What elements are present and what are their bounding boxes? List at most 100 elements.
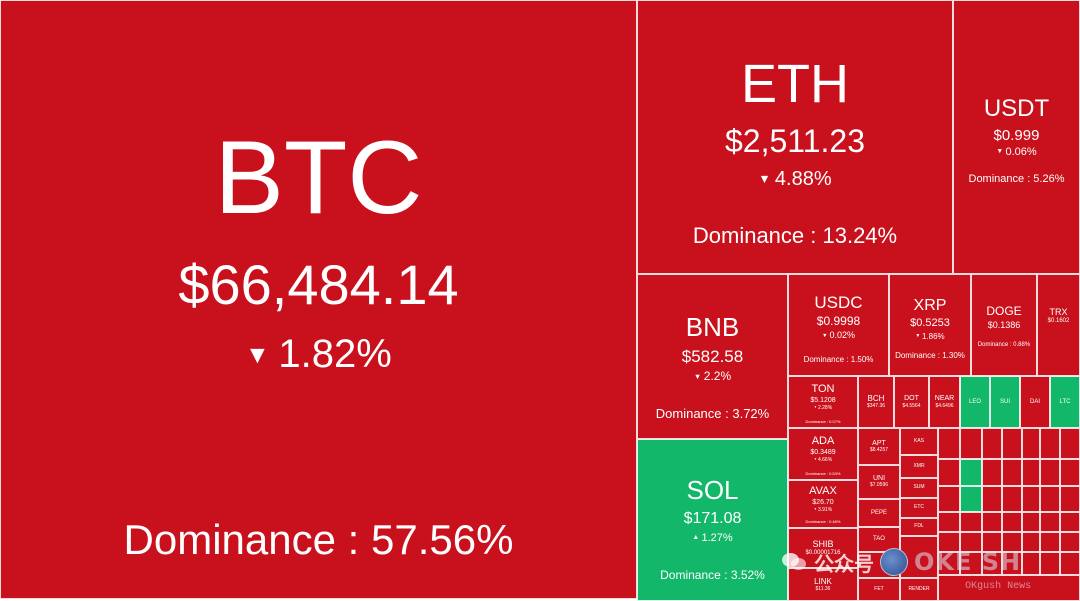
- tile-minor[interactable]: [1002, 428, 1022, 459]
- tile-bch[interactable]: BCH $347.36: [858, 376, 894, 428]
- tile-minor[interactable]: [960, 552, 982, 575]
- tile-near[interactable]: NEAR $4.6496: [929, 376, 960, 428]
- tile-minor[interactable]: [982, 512, 1002, 532]
- tile-minor[interactable]: [1040, 486, 1060, 512]
- tile-sum[interactable]: SUM: [900, 478, 938, 498]
- tile-fdl[interactable]: FDL: [900, 518, 938, 536]
- tile-minor[interactable]: [1060, 552, 1080, 575]
- tile-symbol: SUI: [999, 398, 1010, 405]
- tile-minor[interactable]: [1022, 532, 1040, 552]
- tile-ton[interactable]: TON $5.1208 ▼2.28% Dominance : 0.07%: [788, 376, 858, 428]
- tile-minor[interactable]: [1060, 532, 1080, 552]
- tile-minor[interactable]: [1002, 512, 1022, 532]
- tile-trx[interactable]: TRX $0.1602: [1037, 274, 1080, 376]
- tile-minor[interactable]: [1060, 428, 1080, 459]
- tile-minor[interactable]: [982, 532, 1002, 552]
- tile-minor[interactable]: [1022, 486, 1040, 512]
- arrow-down-icon: ▼: [813, 404, 817, 409]
- tile-minor[interactable]: [1002, 486, 1022, 512]
- tile-sol[interactable]: SOL $171.08 ▲ 1.27% Dominance : 3.52%: [637, 439, 788, 601]
- tile-minor[interactable]: [1022, 428, 1040, 459]
- tile-minor[interactable]: [1022, 512, 1040, 532]
- tile-minor[interactable]: [938, 512, 960, 532]
- tile-minor[interactable]: [1060, 486, 1080, 512]
- tile-price: $2,511.23: [725, 123, 865, 160]
- tile-symbol: ADA: [811, 435, 835, 447]
- tile-symbol: TON: [811, 383, 835, 395]
- tile-minor[interactable]: [1022, 459, 1040, 486]
- tile-minor[interactable]: [1040, 552, 1060, 575]
- tile-minor[interactable]: [1022, 552, 1040, 575]
- tile-minor[interactable]: [982, 552, 1002, 575]
- tile-dot[interactable]: DOT $4.5564: [894, 376, 929, 428]
- tile-xmr[interactable]: XMR: [900, 455, 938, 478]
- tile-minor[interactable]: [960, 486, 982, 512]
- tile-minor[interactable]: [1002, 459, 1022, 486]
- tile-avax[interactable]: AVAX $26.70 ▼3.91% Dominance : 0.46%: [788, 480, 858, 528]
- tile-usdt[interactable]: USDT $0.999 ▼ 0.06% Dominance : 5.26%: [953, 0, 1080, 274]
- tile-price: $0.5253: [910, 317, 950, 330]
- tile-eth[interactable]: ETH $2,511.23 ▼ 4.88% Dominance : 13.24%: [637, 0, 953, 274]
- tile-minor[interactable]: [938, 486, 960, 512]
- tile-pepe[interactable]: PEPE: [858, 499, 900, 527]
- tile-minor[interactable]: [1040, 512, 1060, 532]
- tile-minor[interactable]: [960, 459, 982, 486]
- tile-leo[interactable]: LEO: [960, 376, 990, 428]
- tile-ltc[interactable]: LTC: [1050, 376, 1080, 428]
- tile-kas[interactable]: KAS: [900, 428, 938, 455]
- tile-price: $0.3489: [810, 448, 836, 456]
- tile-dai[interactable]: DAI: [1020, 376, 1050, 428]
- tile-symbol: PEPE: [870, 509, 887, 516]
- tile-etc[interactable]: ETC: [900, 498, 938, 518]
- tile-minor[interactable]: [938, 459, 960, 486]
- tile-symbol: ETH: [740, 54, 849, 114]
- tile-minor[interactable]: [938, 552, 960, 575]
- tile-minor[interactable]: [960, 512, 982, 532]
- tile-minor[interactable]: [1002, 552, 1022, 575]
- tile-doge[interactable]: DOGE $0.1386 Dominance : 0.88%: [971, 274, 1037, 376]
- tile-usdc[interactable]: USDC $0.9998 ▼ 0.02% Dominance : 1.50%: [788, 274, 889, 376]
- tile-minor[interactable]: [1040, 459, 1060, 486]
- tile-change: ▼ 0.06%: [996, 146, 1036, 159]
- tile-price: $4.5564: [902, 402, 921, 409]
- tile-minor[interactable]: [982, 459, 1002, 486]
- tile-minor[interactable]: [938, 428, 960, 459]
- tile-minor[interactable]: [1060, 512, 1080, 532]
- tile-dominance: Dominance : 0.53%: [805, 471, 841, 476]
- tile-minor[interactable]: [1040, 532, 1060, 552]
- tile-minor[interactable]: [1060, 459, 1080, 486]
- tile-ada[interactable]: ADA $0.3489 ▼4.66% Dominance : 0.53%: [788, 428, 858, 480]
- tile-minor[interactable]: [938, 575, 1080, 601]
- tile-minor[interactable]: [982, 486, 1002, 512]
- tile-minor[interactable]: [982, 428, 1002, 459]
- tile-minor[interactable]: [900, 536, 938, 578]
- tile-xrp[interactable]: XRP $0.5253 ▼ 1.86% Dominance : 1.30%: [889, 274, 971, 376]
- tile-dominance: Dominance : 1.50%: [803, 355, 874, 364]
- tile-uni[interactable]: UNI $7.0596: [858, 465, 900, 499]
- tile-change: ▼ 2.2%: [694, 370, 731, 384]
- tile-sui[interactable]: SUI: [990, 376, 1020, 428]
- tile-minor[interactable]: [960, 428, 982, 459]
- tile-apt[interactable]: APT $8.4257: [858, 428, 900, 465]
- tile-symbol: LTC: [1059, 398, 1071, 405]
- tile-dominance: Dominance : 1.30%: [895, 351, 965, 360]
- tile-symbol: USDC: [814, 293, 863, 312]
- tile-tao[interactable]: TAO: [858, 527, 900, 552]
- tile-btc[interactable]: BTC $66,484.14 ▼ 1.82% Dominance : 57.56%: [0, 0, 637, 599]
- arrow-down-icon: ▼: [245, 342, 270, 370]
- tile-symbol: TAO: [873, 536, 885, 543]
- tile-price: $11.36: [815, 585, 831, 592]
- tile-minor[interactable]: [960, 532, 982, 552]
- tile-bnb[interactable]: BNB $582.58 ▼ 2.2% Dominance : 3.72%: [637, 274, 788, 439]
- tile-minor[interactable]: [1040, 428, 1060, 459]
- tile-change-value: 4.66%: [817, 456, 833, 463]
- tile-change: ▲ 1.27%: [692, 532, 732, 545]
- tile-change-value: 0.02%: [829, 330, 855, 341]
- tile-price: $0.00001716: [805, 550, 841, 557]
- tile-change-value: 0.06%: [1005, 145, 1037, 158]
- tile-minor[interactable]: [938, 532, 960, 552]
- tile-change-value: 2.28%: [817, 404, 833, 411]
- tile-symbol: USDT: [983, 95, 1050, 122]
- tile-minor[interactable]: [1002, 532, 1022, 552]
- tile-change-value: 2.2%: [703, 369, 732, 384]
